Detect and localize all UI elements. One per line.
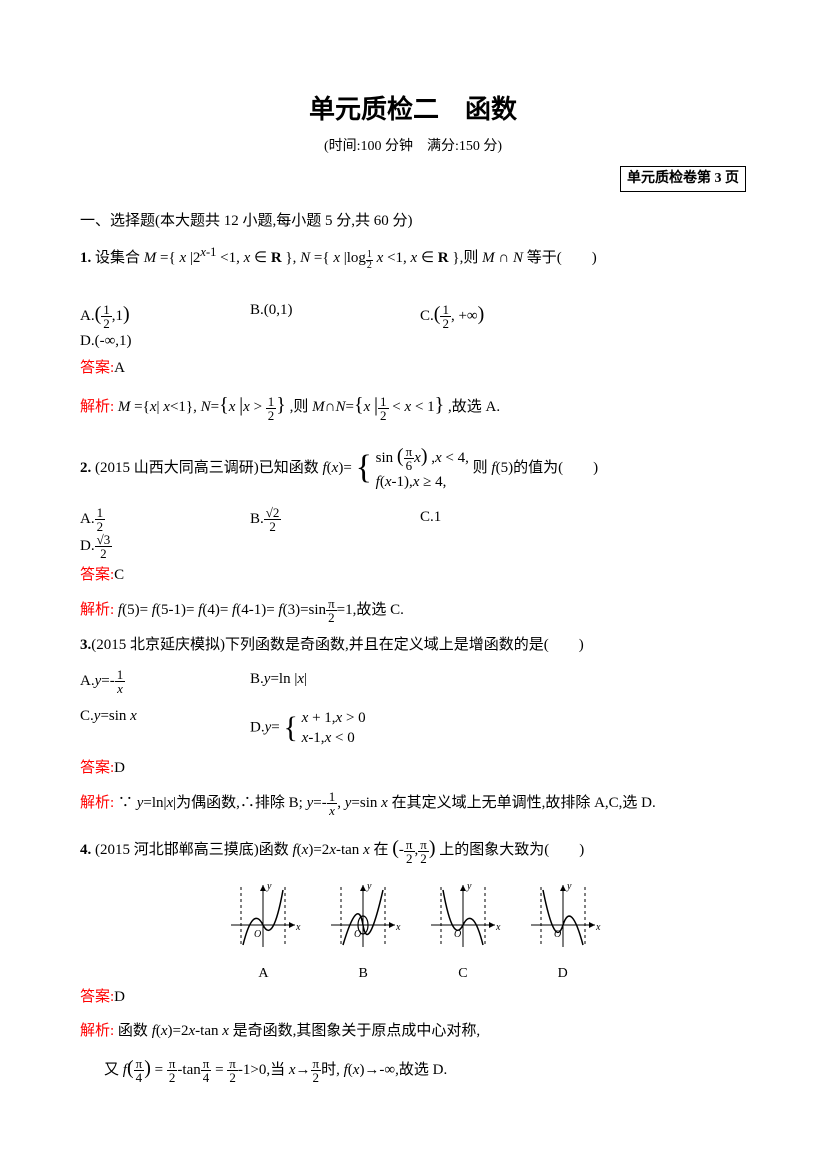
q2-optA: A.12: [80, 506, 250, 533]
q3-options-row1: A.y=-1x B.y=ln |x|: [80, 668, 746, 695]
page-number-box: 单元质检卷第 3 页: [620, 166, 746, 192]
q4-figC: O x y C: [423, 875, 503, 985]
q1-optD: D.(-∞,1): [80, 330, 250, 353]
svg-text:x: x: [495, 922, 501, 933]
q1-answer: 答案:A: [80, 357, 746, 380]
q1-explain: 解析: M ={x| x<1}, N={x |x > 12} ,则 M∩N={x…: [80, 390, 746, 421]
q2-stem: 2. (2015 山西大同高三调研)已知函数 f(x)= { sin (π6x)…: [80, 442, 746, 495]
q4-figA: O x y A: [223, 875, 303, 985]
svg-text:y: y: [466, 881, 472, 892]
q2-answer: 答案:C: [80, 564, 746, 587]
q2-options: A.12 B.√22 C.1 D.√32: [80, 506, 746, 560]
q1-optB: B.(0,1): [250, 299, 420, 330]
q4-choice-figures: O x y A O x y B: [80, 875, 746, 985]
q1-optC: C.(12, +∞): [420, 299, 590, 330]
q3-options-row2: C.y=sin x D.y= { x + 1,x > 0 x-1,x < 0: [80, 705, 746, 752]
svg-text:x: x: [395, 922, 401, 933]
q1-optA: A.(12,1): [80, 299, 250, 330]
q4-stem: 4. (2015 河北邯郸高三摸底)函数 f(x)=2x-tan x 在 (-π…: [80, 833, 746, 864]
q3-explain: 解析: ∵ y=ln|x|为偶函数,∴排除 B; y=-1x, y=sin x …: [80, 790, 746, 817]
section-heading: 一、选择题(本大题共 12 小题,每小题 5 分,共 60 分): [80, 210, 746, 233]
svg-text:O: O: [354, 929, 361, 940]
q3-optB: B.y=ln |x|: [250, 668, 420, 695]
q1-options: A.(12,1) B.(0,1) C.(12, +∞) D.(-∞,1): [80, 299, 746, 353]
q2-explain: 解析: f(5)= f(5-1)= f(4)= f(4-1)= f(3)=sin…: [80, 597, 746, 624]
svg-text:y: y: [366, 881, 372, 892]
q1-stem: 1. 设集合 M ={ x |2x-1 <1, x ∈ R }, N ={ x …: [80, 243, 746, 271]
svg-text:O: O: [554, 929, 561, 940]
svg-text:O: O: [254, 929, 261, 940]
q3-optD: D.y= { x + 1,x > 0 x-1,x < 0: [250, 705, 420, 752]
page-title: 单元质检二 函数: [80, 90, 746, 130]
q4-figD: O x y D: [523, 875, 603, 985]
q3-stem: 3.(2015 北京延庆模拟)下列函数是奇函数,并且在定义域上是增函数的是( ): [80, 634, 746, 657]
svg-text:y: y: [266, 881, 272, 892]
subtitle: (时间:100 分钟 满分:150 分): [80, 136, 746, 158]
q4-explain-1: 解析: 函数 f(x)=2x-tan x 是奇函数,其图象关于原点成中心对称,: [80, 1020, 746, 1043]
q4-explain-2: 又 f(π4) = π2-tanπ4 = π2-1>0,当 x→π2时, f(x…: [104, 1053, 746, 1084]
q4-answer: 答案:D: [80, 986, 746, 1009]
q2-optD: D.√32: [80, 533, 250, 560]
q3-optA: A.y=-1x: [80, 668, 250, 695]
svg-text:O: O: [454, 929, 461, 940]
svg-text:x: x: [295, 922, 301, 933]
q2-optC: C.1: [420, 506, 590, 533]
svg-text:x: x: [595, 922, 601, 933]
q3-answer: 答案:D: [80, 757, 746, 780]
svg-text:y: y: [566, 881, 572, 892]
q2-optB: B.√22: [250, 506, 420, 533]
q4-figB: O x y B: [323, 875, 403, 985]
q3-optC: C.y=sin x: [80, 705, 250, 752]
